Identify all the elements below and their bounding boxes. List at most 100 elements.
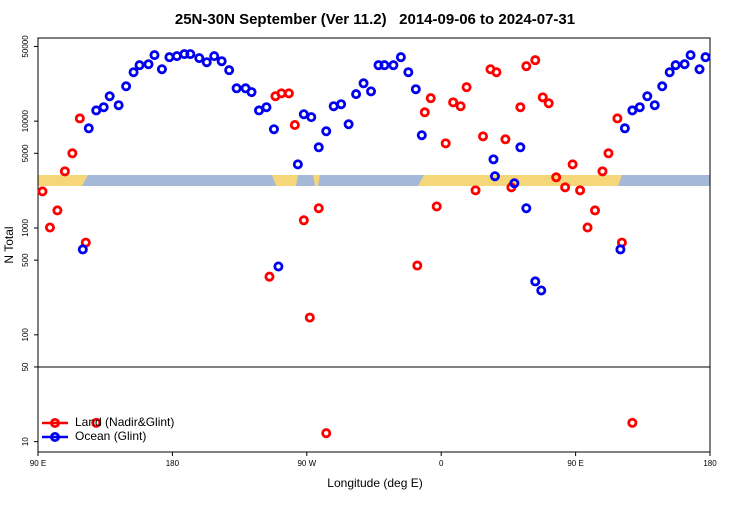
land-band: [313, 175, 320, 186]
point: [619, 123, 630, 134]
point: [185, 49, 196, 60]
x-tick-label: 0: [439, 459, 444, 468]
y-tick-label: 5000: [21, 144, 30, 162]
point: [395, 52, 406, 63]
point: [530, 276, 541, 287]
point: [246, 87, 257, 98]
point: [597, 166, 608, 177]
point: [77, 244, 88, 255]
point: [164, 52, 175, 63]
point: [264, 271, 275, 282]
x-tick-label: 180: [166, 459, 180, 468]
point: [209, 51, 220, 62]
point: [379, 60, 390, 71]
point: [627, 417, 638, 428]
point: [590, 205, 601, 216]
point: [283, 88, 294, 99]
y-tick-label: 50: [21, 362, 30, 371]
point: [304, 312, 315, 323]
point: [298, 215, 309, 226]
point: [455, 101, 466, 112]
point: [313, 203, 324, 214]
land-band: [418, 175, 622, 186]
point: [231, 83, 242, 94]
point: [149, 50, 160, 61]
point: [634, 102, 645, 113]
point: [194, 53, 205, 64]
legend-marker: [50, 417, 61, 428]
y-tick-label: 50000: [21, 35, 30, 58]
point: [679, 59, 690, 70]
point: [627, 105, 638, 116]
point: [537, 92, 548, 103]
x-axis-label: Longitude (deg E): [327, 476, 422, 490]
point: [543, 98, 554, 109]
point: [515, 102, 526, 113]
point: [670, 60, 681, 71]
point: [224, 65, 235, 76]
point: [321, 126, 332, 137]
point: [91, 105, 102, 116]
point: [134, 60, 145, 71]
point: [216, 56, 227, 67]
point: [649, 100, 660, 111]
point: [536, 285, 547, 296]
point: [343, 119, 354, 130]
y-axis-label: N Total: [2, 226, 16, 263]
land-band: [38, 175, 88, 186]
point: [313, 142, 324, 153]
point: [657, 81, 668, 92]
y-tick-label: 10000: [21, 109, 30, 132]
point: [44, 222, 55, 233]
point: [388, 60, 399, 71]
point: [74, 113, 85, 124]
y-tick-label: 100: [21, 328, 30, 342]
point: [37, 186, 48, 197]
point: [128, 67, 139, 78]
point: [306, 112, 317, 123]
point: [642, 91, 653, 102]
legend-label: Land (Nadir&Glint): [75, 415, 174, 429]
point: [351, 89, 362, 100]
point: [489, 171, 500, 182]
point: [694, 64, 705, 75]
point: [448, 97, 459, 108]
point: [440, 138, 451, 149]
x-tick-label: 90 W: [297, 459, 316, 468]
point: [521, 61, 532, 72]
chart-title: 25N-30N September (Ver 11.2) 2014-09-06 …: [175, 11, 575, 28]
point: [700, 52, 711, 63]
plot-frame: [37, 37, 711, 453]
point: [551, 172, 562, 183]
point: [59, 166, 70, 177]
point: [515, 142, 526, 153]
point: [91, 417, 102, 428]
point: [121, 81, 132, 92]
ocean-band: [38, 175, 710, 186]
y-tick-label: 10: [21, 437, 30, 446]
point: [425, 93, 436, 104]
point: [403, 67, 414, 78]
point: [143, 59, 154, 70]
point: [685, 50, 696, 61]
point: [500, 134, 511, 145]
x-tick-label: 90 E: [30, 459, 46, 468]
point: [615, 244, 626, 255]
point: [412, 260, 423, 271]
point: [156, 64, 167, 75]
point: [289, 120, 300, 131]
point: [567, 159, 578, 170]
point: [273, 261, 284, 272]
point: [254, 105, 265, 116]
point: [603, 148, 614, 159]
point: [358, 78, 369, 89]
point: [268, 124, 279, 135]
point: [431, 201, 442, 212]
legend-marker: [50, 431, 61, 442]
point: [410, 84, 421, 95]
point: [530, 55, 541, 66]
legend-label: Ocean (Glint): [75, 429, 146, 443]
y-tick-label: 500: [21, 253, 30, 267]
surface-band: [38, 175, 710, 186]
